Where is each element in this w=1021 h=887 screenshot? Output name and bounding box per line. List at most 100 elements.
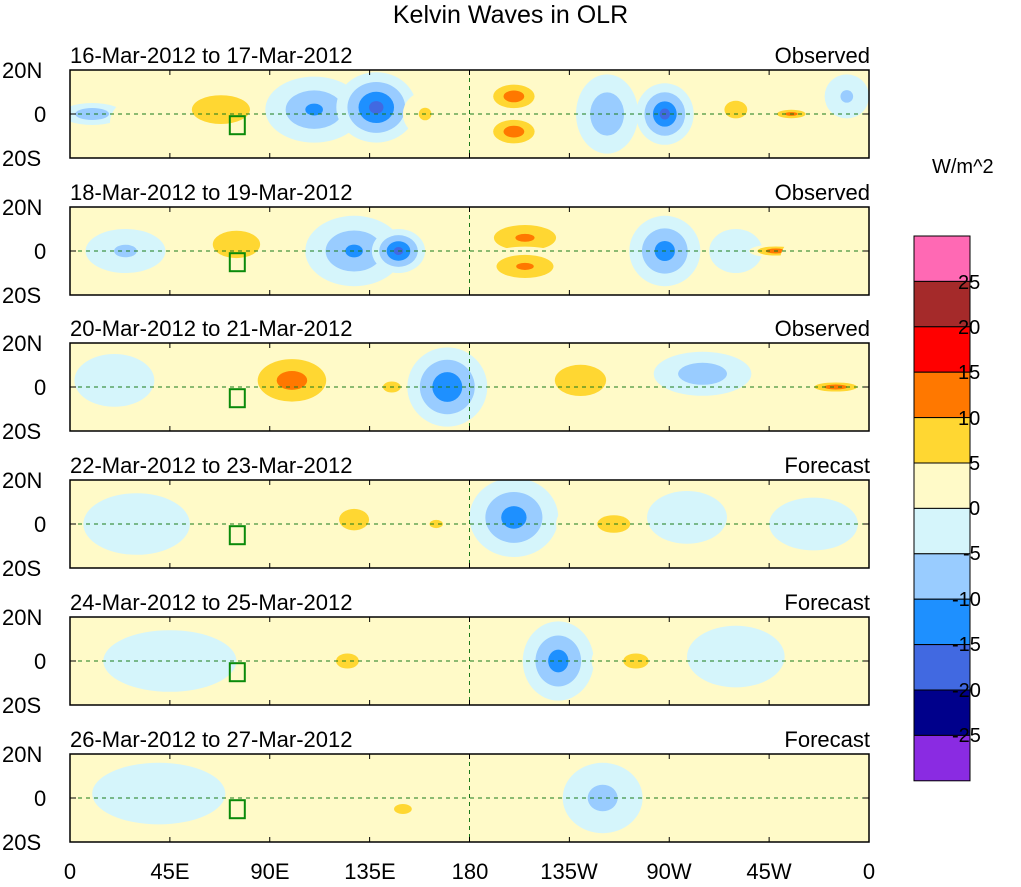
colorbar-swatch-5 xyxy=(913,417,971,464)
panel-4-anomaly-4-level-10 xyxy=(501,506,527,529)
panel-2-region-box xyxy=(228,252,246,273)
colorbar-label-15: 15 xyxy=(958,362,981,384)
panel-4-ylabel-20s: 20S xyxy=(2,556,42,581)
panel-3-region-box xyxy=(228,388,246,409)
panel-4-status: Forecast xyxy=(784,453,870,478)
xlabel-90w: 90W xyxy=(646,859,692,884)
panel-1-anomaly-13-level-5 xyxy=(840,90,854,103)
panel-2-ylabel-0: 0 xyxy=(34,239,47,264)
panel-1-region-box xyxy=(228,115,246,136)
panel-3-ylabel-0: 0 xyxy=(34,375,47,400)
panel-2-anomaly-6-level-10 xyxy=(516,262,534,270)
panel-4 xyxy=(69,479,870,569)
panel-6-anomaly-1-level-0 xyxy=(92,762,226,825)
panel-5-ylabel-20s: 20S xyxy=(2,693,42,718)
colorbar-swatch-9 xyxy=(913,598,971,646)
panel-6-status: Forecast xyxy=(784,727,870,752)
panel-1-anomaly-8-level-10 xyxy=(503,125,525,138)
panel-3-anomaly-7-level-10 xyxy=(824,384,848,390)
panel-3-anomaly-5-level-5 xyxy=(554,364,607,397)
panel-2-ylabel-20s: 20S xyxy=(2,283,42,308)
panel-1-date-range: 16-Mar-2012 to 17-Mar-2012 xyxy=(70,43,353,68)
panel-3-anomaly-2-level-10 xyxy=(276,370,308,390)
xlabel-0: 0 xyxy=(63,859,77,884)
panel-1-anomaly-3-level-5 xyxy=(191,95,250,124)
panel-5-ylabel-20n: 20N xyxy=(2,605,43,630)
panel-4-contours xyxy=(83,480,858,557)
panel-4-anomaly-3-level-5 xyxy=(429,519,443,529)
panel-2-anomaly-3-level-10 xyxy=(345,244,363,258)
panel-1-ylabel-20s: 20S xyxy=(2,146,42,171)
panel-2-anomaly-1-level-5 xyxy=(114,244,137,258)
colorbar-units: W/m^2 xyxy=(932,156,994,178)
xlabel-45w: 45W xyxy=(746,859,792,884)
panel-6-anomaly-7-level-0 xyxy=(804,780,867,816)
panel-3-anomaly-6-level-5 xyxy=(678,362,727,385)
panel-2-contours xyxy=(85,213,869,291)
panel-1-anomaly-4-level-10 xyxy=(305,103,323,116)
xlabel-0-end: 0 xyxy=(862,859,876,884)
panel-1-contours xyxy=(70,72,869,154)
panel-1-anomaly-11-level-5 xyxy=(724,100,748,119)
panel-1-anomaly-1-level-5 xyxy=(75,108,110,120)
panel-3-ylabel-20n: 20N xyxy=(2,331,43,356)
panel-3-date-range: 20-Mar-2012 to 21-Mar-2012 xyxy=(70,316,353,341)
panel-1-ylabel-0: 0 xyxy=(34,102,47,127)
colorbar-swatch-11 xyxy=(913,689,971,736)
panel-5-date-range: 24-Mar-2012 to 25-Mar-2012 xyxy=(70,590,353,615)
panel-6-ylabel-20n: 20N xyxy=(2,742,43,767)
xlabel-45e: 45E xyxy=(150,859,190,884)
chart-title: Kelvin Waves in OLR xyxy=(392,1,629,29)
panel-5-anomaly-2-level-5 xyxy=(336,653,359,669)
xlabel-135w: 135W xyxy=(540,859,598,884)
colorbar-swatch-12 xyxy=(913,734,971,782)
colorbar-label-minus-25: -25 xyxy=(952,725,981,747)
colorbar-swatch-2 xyxy=(913,280,971,328)
panel-3 xyxy=(69,342,870,432)
colorbar-label-minus-20: -20 xyxy=(952,680,981,702)
panel-5-status: Forecast xyxy=(784,590,870,615)
panel-3-ylabel-20s: 20S xyxy=(2,419,42,444)
panel-2-status: Observed xyxy=(774,180,870,205)
panel-1 xyxy=(69,69,870,159)
panel-2-anomaly-10-level-0 xyxy=(780,228,869,291)
colorbar-label-20: 20 xyxy=(958,317,981,339)
panel-1-ylabel-20n: 20N xyxy=(2,58,43,83)
panel-1-status: Observed xyxy=(774,43,870,68)
colorbar-swatch-8 xyxy=(913,553,971,600)
panel-4-ylabel-0: 0 xyxy=(34,512,47,537)
colorbar-swatch-6 xyxy=(913,462,971,509)
panel-5 xyxy=(69,616,870,706)
panel-4-anomaly-5-level-5 xyxy=(597,515,631,533)
panel-5-anomaly-5-level-5 xyxy=(623,653,649,669)
colorbar-label-25: 25 xyxy=(958,272,981,294)
panel-2-ylabel-20n: 20N xyxy=(2,195,43,220)
xlabel-90e: 90E xyxy=(250,859,290,884)
panel-6 xyxy=(69,753,870,843)
colorbar-label-minus-5: -5 xyxy=(963,543,981,565)
panel-6-anomaly-5-level-5 xyxy=(587,784,618,812)
xlabel-180: 180 xyxy=(451,859,489,884)
panel-5-anomaly-6-level-0 xyxy=(687,625,785,688)
panel-5-region-box xyxy=(228,662,246,683)
panel-4-anomaly-6-level-0 xyxy=(647,491,727,544)
panel-6-anomaly-6-level-0 xyxy=(671,767,779,829)
panel-4-date-range: 22-Mar-2012 to 23-Mar-2012 xyxy=(70,453,353,478)
panel-6-ylabel-20s: 20S xyxy=(2,830,42,855)
colorbar-label-0: 0 xyxy=(969,498,981,520)
panel-2-date-range: 18-Mar-2012 to 19-Mar-2012 xyxy=(70,180,353,205)
panel-6-anomaly-3-level-5 xyxy=(394,803,412,815)
panel-4-ylabel-20n: 20N xyxy=(2,468,43,493)
panel-6-region-box xyxy=(228,799,246,820)
colorbar-swatch-10 xyxy=(913,644,971,691)
panel-1-anomaly-5-level-15 xyxy=(369,101,384,114)
panel-6-ylabel-0: 0 xyxy=(34,786,47,811)
panel-4-anomaly-7-level-0 xyxy=(769,497,858,551)
panel-5-ylabel-0: 0 xyxy=(34,649,47,674)
panel-4-region-box xyxy=(228,525,246,546)
colorbar-swatch-7 xyxy=(913,507,971,555)
colorbar-label-10: 10 xyxy=(958,408,981,430)
panel-1-anomaly-7-level-10 xyxy=(503,90,525,103)
panel-3-anomaly-1-level-0 xyxy=(74,354,155,407)
